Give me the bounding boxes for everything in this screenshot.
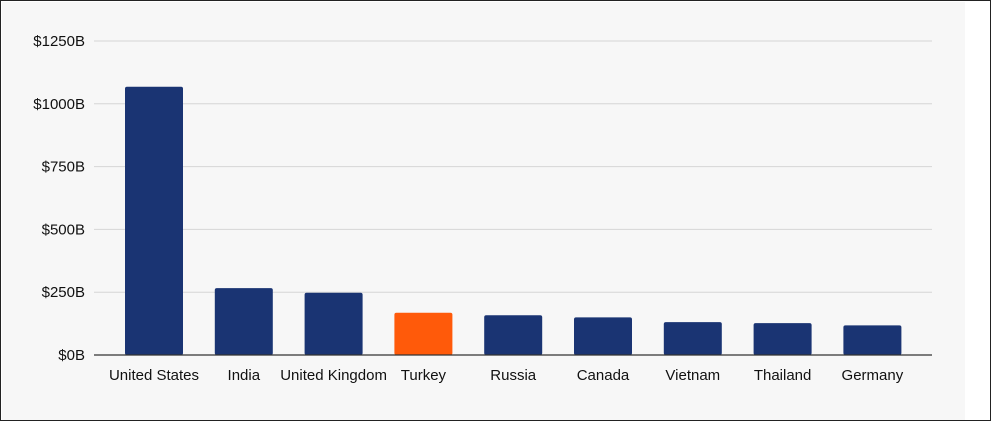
bar-united-kingdom <box>304 292 363 355</box>
bar-russia <box>484 315 543 355</box>
y-tick-label: $1250B <box>33 33 85 50</box>
bar-canada <box>574 317 632 355</box>
y-tick-label: $0B <box>58 347 85 364</box>
bar-vietnam <box>663 322 722 355</box>
bar-india <box>214 288 273 355</box>
y-tick-label: $250B <box>42 284 85 301</box>
x-tick-label: Russia <box>490 367 537 384</box>
x-tick-label: Vietnam <box>665 367 720 384</box>
bar-thailand <box>753 323 812 355</box>
y-tick-label: $750B <box>42 159 85 176</box>
y-tick-label: $500B <box>42 221 85 238</box>
x-tick-label: United States <box>109 367 199 384</box>
bar-united-states <box>125 86 183 356</box>
x-tick-label: India <box>228 367 261 384</box>
x-tick-label: Thailand <box>754 367 812 384</box>
bar-germany <box>843 325 902 355</box>
x-tick-label: Canada <box>577 367 630 384</box>
x-tick-label: United Kingdom <box>280 367 387 384</box>
x-tick-label: Turkey <box>401 367 447 384</box>
y-tick-label: $1000B <box>33 96 85 113</box>
bar-turkey <box>394 312 453 355</box>
x-tick-label: Germany <box>842 367 904 384</box>
